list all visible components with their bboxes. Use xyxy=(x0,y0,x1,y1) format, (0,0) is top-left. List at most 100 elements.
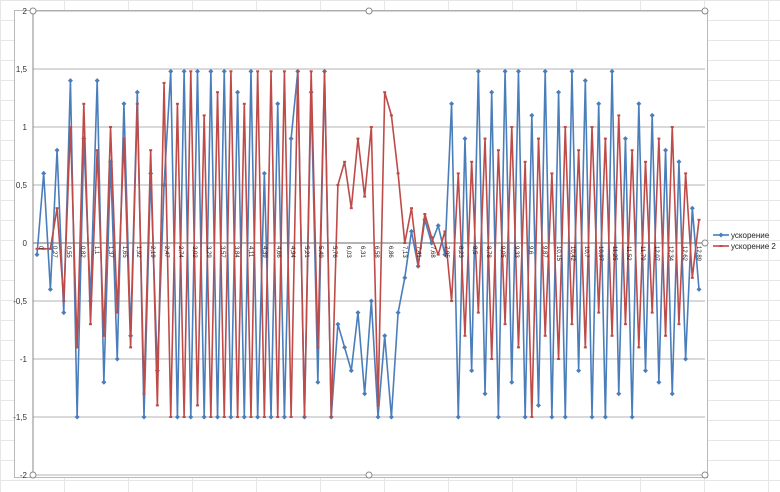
x-tick-label: 6,03 xyxy=(345,246,351,258)
legend[interactable]: ускорение ускорение 2 xyxy=(713,231,776,251)
data-point xyxy=(649,112,655,118)
series-line xyxy=(37,70,700,418)
data-point xyxy=(221,68,227,74)
resize-handle[interactable] xyxy=(29,471,37,479)
data-point xyxy=(135,102,139,105)
data-point xyxy=(536,402,542,408)
data-point xyxy=(510,126,514,128)
data-point xyxy=(503,323,507,326)
data-point xyxy=(68,126,72,128)
resize-handle[interactable] xyxy=(701,471,709,479)
data-point xyxy=(336,184,340,186)
data-point xyxy=(288,136,294,142)
data-point xyxy=(261,170,267,176)
data-point xyxy=(569,68,575,74)
data-point xyxy=(609,68,615,74)
data-point xyxy=(482,391,488,397)
resize-handle[interactable] xyxy=(365,7,373,15)
x-tick-label: 3,57 xyxy=(219,246,225,258)
data-point xyxy=(630,149,634,152)
data-point xyxy=(281,414,287,420)
data-point xyxy=(470,160,474,163)
data-point xyxy=(637,346,641,349)
data-point xyxy=(256,70,260,73)
data-point xyxy=(228,414,234,420)
data-point xyxy=(95,149,99,152)
data-point xyxy=(316,346,320,349)
data-point xyxy=(61,310,67,316)
data-point xyxy=(663,147,669,153)
data-point xyxy=(382,333,388,339)
data-point xyxy=(670,126,674,128)
data-point xyxy=(269,70,273,73)
data-point xyxy=(636,101,642,107)
data-point xyxy=(202,114,206,117)
data-point xyxy=(383,91,387,94)
data-point xyxy=(242,102,246,105)
data-point xyxy=(490,358,494,360)
x-tick-label: 0 xyxy=(37,246,43,250)
data-point xyxy=(656,379,662,385)
data-point xyxy=(75,346,79,349)
x-tick-label: 6,86 xyxy=(387,246,393,258)
x-tick-label: 0,82 xyxy=(79,246,85,258)
resize-handle[interactable] xyxy=(701,239,709,247)
x-tick-label: 7,95 xyxy=(443,246,449,258)
x-tick-label: 11,25 xyxy=(611,246,617,261)
data-point xyxy=(129,346,133,349)
x-tick-label: 9,05 xyxy=(499,246,505,258)
data-point xyxy=(309,70,313,73)
data-point xyxy=(562,414,568,420)
data-point xyxy=(603,137,607,140)
data-point xyxy=(262,416,266,418)
data-point xyxy=(677,323,681,326)
resize-handle[interactable] xyxy=(701,7,709,15)
data-point xyxy=(241,414,247,420)
x-tick-label: 5,49 xyxy=(317,246,323,258)
data-point xyxy=(416,265,420,268)
data-point xyxy=(368,298,374,304)
data-point xyxy=(155,404,159,407)
data-point xyxy=(456,172,460,175)
data-point xyxy=(369,126,373,128)
data-point xyxy=(109,126,113,128)
x-tick-label: 7,41 xyxy=(415,246,421,258)
y-tick-label: 2 xyxy=(23,7,28,16)
data-point xyxy=(690,276,694,279)
x-tick-label: 8,78 xyxy=(485,246,491,258)
data-point xyxy=(375,414,381,420)
x-tick-label: 12,34 xyxy=(667,246,673,262)
data-point xyxy=(114,356,120,362)
resize-handle[interactable] xyxy=(29,7,37,15)
x-tick-label: 6,31 xyxy=(359,246,365,258)
data-point xyxy=(216,91,220,94)
data-point xyxy=(522,414,528,420)
data-point xyxy=(617,114,621,117)
data-point xyxy=(697,218,701,221)
data-point xyxy=(396,172,400,175)
data-point xyxy=(115,311,119,314)
data-point xyxy=(423,213,427,215)
resize-handle[interactable] xyxy=(365,471,373,479)
data-point xyxy=(556,89,562,95)
x-tick-label: 11,52 xyxy=(625,246,631,261)
x-tick-label: 7,13 xyxy=(401,246,407,258)
data-point xyxy=(215,414,221,420)
data-point xyxy=(455,414,461,420)
data-point xyxy=(676,159,682,165)
y-tick-label: 1,5 xyxy=(16,65,28,74)
data-point xyxy=(122,137,126,140)
x-tick-label: 10,97 xyxy=(597,246,603,262)
data-point xyxy=(323,70,327,73)
data-point xyxy=(282,70,286,73)
x-tick-label: 0,55 xyxy=(65,246,71,258)
data-point xyxy=(329,416,333,418)
data-point xyxy=(523,160,527,163)
data-point xyxy=(644,160,648,163)
x-tick-label: 12,89 xyxy=(695,246,701,262)
data-point xyxy=(684,172,688,175)
data-point xyxy=(275,101,281,107)
x-tick-label: 7,68 xyxy=(429,246,435,258)
x-tick-label: 2,19 xyxy=(149,246,155,258)
data-point xyxy=(403,242,407,244)
